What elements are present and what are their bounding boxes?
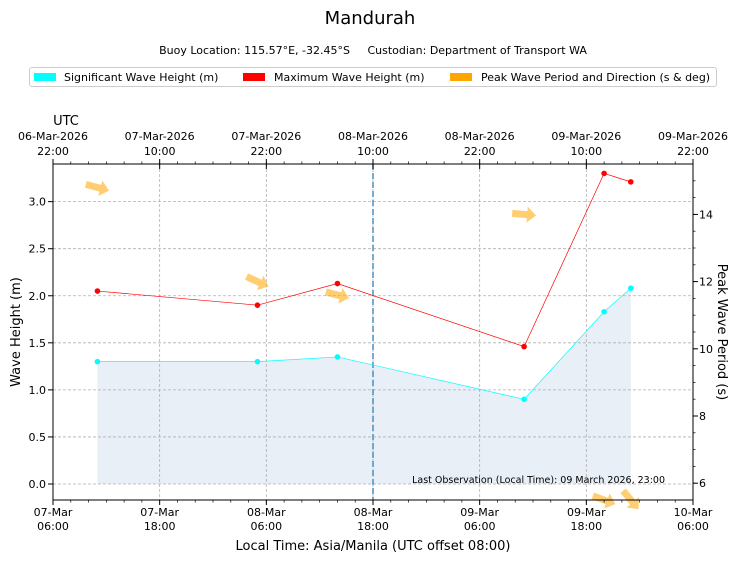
bottom-tick-label-date: 08-Mar: [354, 506, 393, 519]
bottom-tick-label-time: 06:00: [677, 520, 709, 533]
buoy-location: Buoy Location: 115.57°E, -32.45°S: [159, 44, 350, 57]
right-tick-label: 8: [699, 410, 706, 423]
left-tick-label: 0.0: [29, 478, 47, 491]
peak-period-arrow: [324, 288, 350, 304]
significant-wave-height-point: [334, 354, 341, 360]
left-tick-label: 1.5: [29, 337, 47, 350]
chart-subtitle: Buoy Location: 115.57°E, -32.45°S Custod…: [0, 44, 740, 57]
peak-period-arrow: [620, 488, 639, 510]
peak-period-arrow-shape: [84, 180, 110, 197]
bottom-tick-label-date: 09-Mar: [460, 506, 499, 519]
bottom-tick-label-time: 06:00: [250, 520, 282, 533]
top-tick-label-time: 10:00: [570, 145, 602, 158]
peak-period-arrow-shape: [245, 273, 269, 291]
legend-label-significant: Significant Wave Height (m): [64, 71, 219, 84]
utc-label: UTC: [53, 114, 79, 129]
top-tick-label-date: 07-Mar-2026: [231, 130, 301, 143]
chart-title: Mandurah: [324, 8, 416, 29]
top-tick-label-date: 06-Mar-2026: [18, 130, 88, 143]
significant-wave-height-line: [97, 287, 632, 400]
legend-swatch-peak: [450, 73, 472, 81]
left-tick-label: 1.0: [29, 384, 47, 397]
significant-wave-height-point: [94, 358, 101, 365]
peak-period-arrow: [511, 206, 537, 223]
significant-wave-height-point: [254, 358, 261, 365]
legend-label-peak: Peak Wave Period and Direction (s & deg): [481, 71, 711, 84]
peak-period-arrow-shape: [511, 206, 537, 223]
top-tick-label-time: 22:00: [37, 145, 69, 158]
maximum-wave-height-point: [94, 288, 101, 294]
bottom-tick-label-time: 18:00: [357, 520, 389, 533]
top-tick-label-time: 22:00: [464, 145, 496, 158]
maximum-wave-height-point: [601, 170, 607, 177]
bottom-tick-label-time: 06:00: [464, 520, 496, 533]
right-tick-label: 12: [699, 276, 713, 289]
bottom-tick-label-time: 06:00: [37, 520, 69, 533]
top-tick-label-date: 09-Mar-2026: [658, 130, 728, 143]
legend-swatch-maximum: [243, 73, 265, 81]
bottom-tick-label-date: 08-Mar: [247, 506, 286, 519]
last-observation-annotation: Last Observation (Local Time): 09 March …: [412, 475, 665, 486]
peak-period-arrow: [84, 180, 110, 197]
bottom-tick-label-date: 09-Mar: [567, 506, 606, 519]
significant-wave-height-point: [521, 396, 527, 403]
peak-period-arrow: [245, 273, 269, 291]
y-axis-title: Wave Height (m): [9, 277, 24, 387]
sig-wave-fill-area: [97, 288, 631, 484]
right-tick-label: 10: [699, 343, 713, 356]
bottom-tick-label-date: 10-Mar: [674, 506, 713, 519]
peak-period-arrow: [591, 492, 616, 509]
top-tick-label-date: 08-Mar-2026: [338, 130, 408, 143]
x-axis-title: Local Time: Asia/Manila (UTC offset 08:0…: [236, 539, 511, 554]
custodian: Custodian: Department of Transport WA: [367, 44, 587, 57]
peak-period-arrow-shape: [591, 492, 616, 509]
significant-wave-height-point: [601, 308, 607, 315]
top-tick-label-time: 22:00: [677, 145, 709, 158]
legend: Significant Wave Height (m) Maximum Wave…: [29, 67, 717, 87]
peak-period-arrow-shape: [620, 488, 639, 510]
top-tick-label-time: 10:00: [144, 145, 176, 158]
legend-swatch-significant: [34, 73, 56, 81]
legend-label-maximum: Maximum Wave Height (m): [274, 71, 425, 84]
maximum-wave-height-point: [334, 280, 341, 287]
bottom-tick-label-time: 18:00: [144, 520, 176, 533]
top-tick-label-date: 07-Mar-2026: [125, 130, 195, 143]
bottom-tick-label-date: 07-Mar: [34, 506, 73, 519]
top-tick-label-date: 08-Mar-2026: [445, 130, 515, 143]
right-tick-label: 6: [699, 477, 706, 490]
maximum-wave-height-line: [97, 172, 631, 348]
left-tick-label: 3.0: [29, 196, 47, 209]
right-tick-label: 14: [699, 208, 713, 221]
top-tick-label-date: 09-Mar-2026: [551, 130, 621, 143]
top-tick-label-time: 22:00: [250, 145, 282, 158]
left-tick-label: 2.5: [29, 243, 47, 256]
significant-wave-height-point: [627, 285, 634, 292]
peak-period-arrow-shape: [324, 288, 350, 304]
maximum-wave-height-point: [627, 179, 634, 185]
y2-axis-title: Peak Wave Period (s): [714, 264, 729, 400]
maximum-wave-height-point: [521, 343, 527, 350]
maximum-wave-height-point: [254, 302, 261, 308]
top-tick-label-time: 10:00: [357, 145, 389, 158]
left-tick-label: 0.5: [29, 431, 47, 444]
bottom-tick-label-date: 07-Mar: [140, 506, 179, 519]
bottom-tick-label-time: 18:00: [570, 520, 602, 533]
left-tick-label: 2.0: [29, 290, 47, 303]
